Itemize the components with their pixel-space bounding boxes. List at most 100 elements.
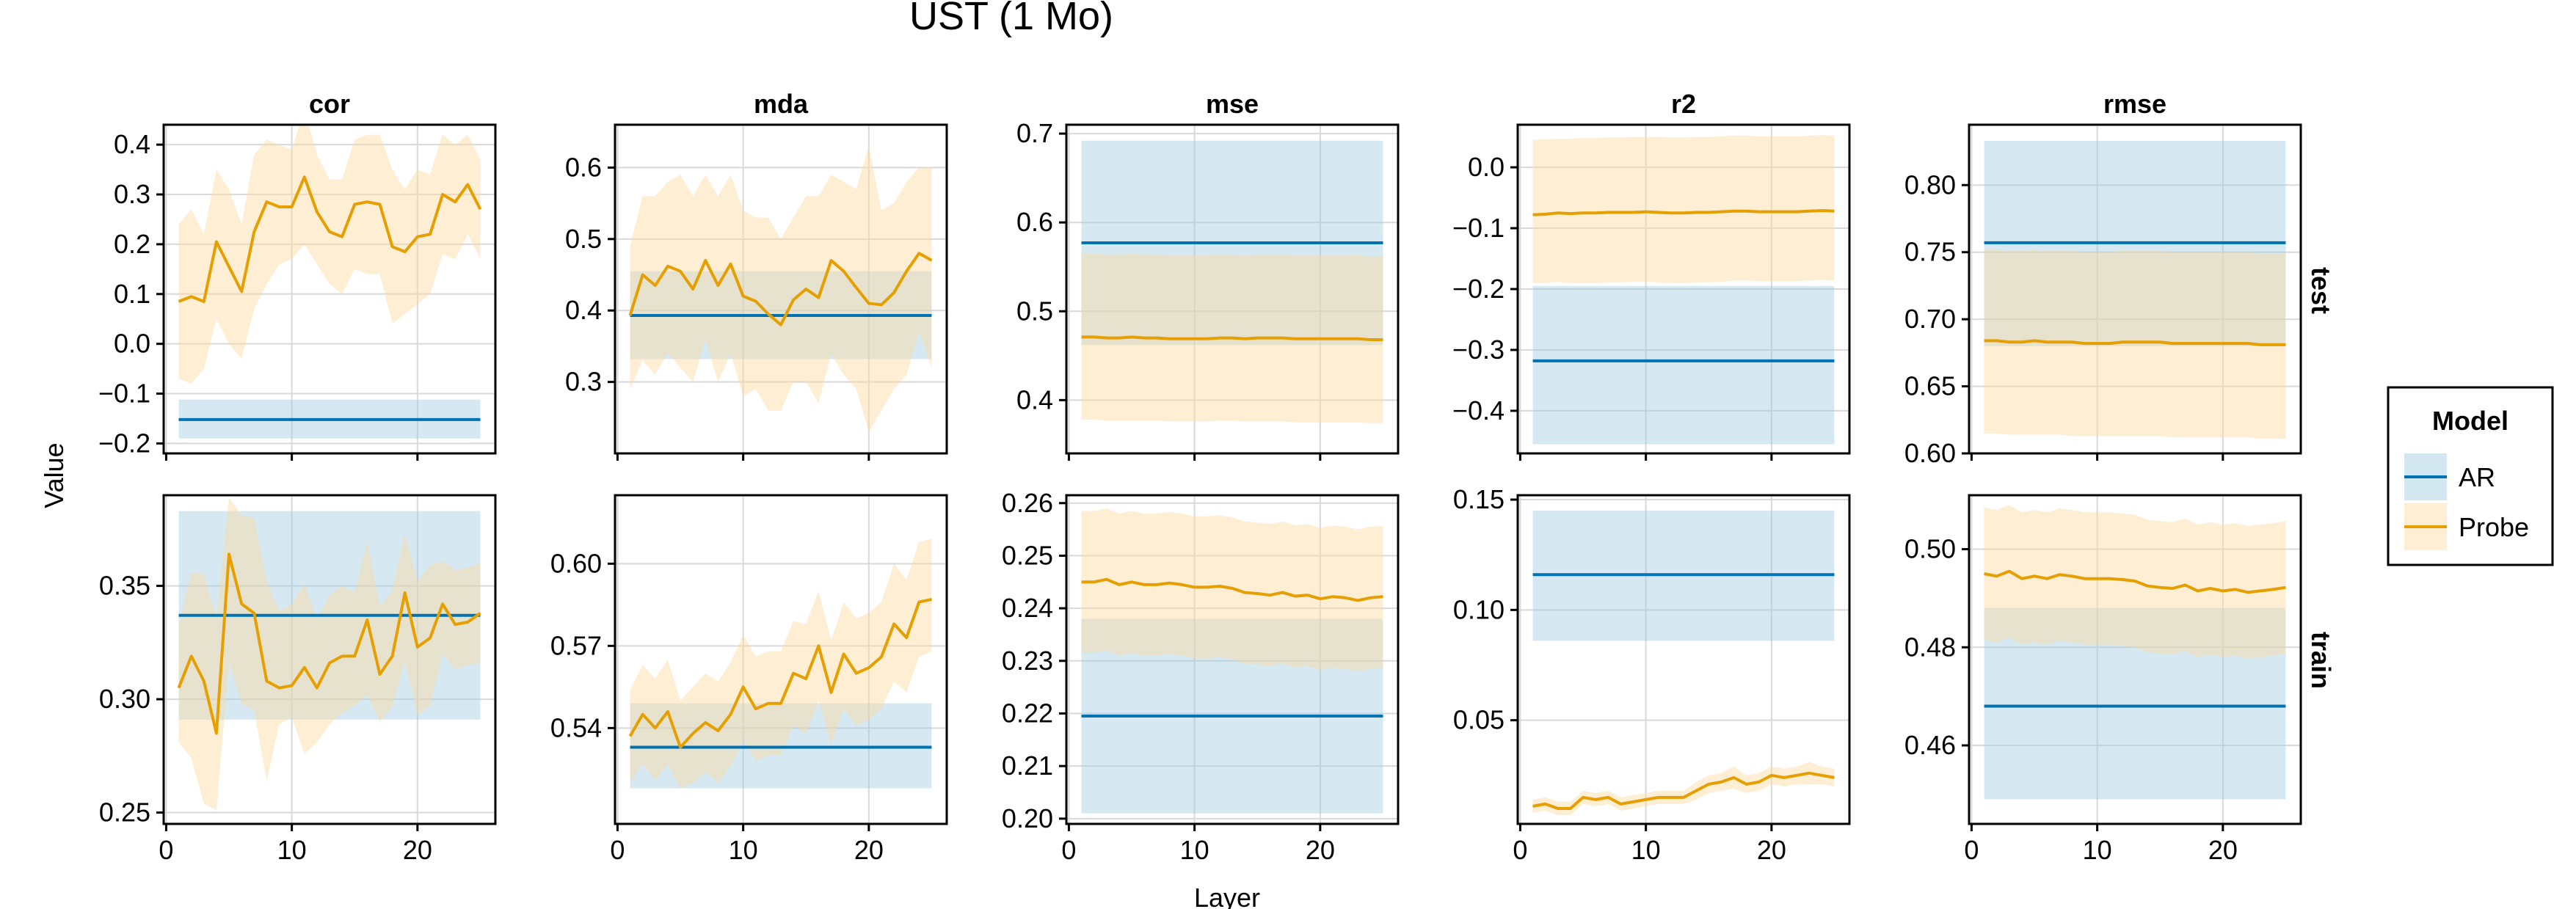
- panel-frame-cor-train: [162, 494, 497, 825]
- x-tick-label-r2-train: 10: [1631, 835, 1661, 865]
- x-tick-label-mse-train: 0: [1061, 835, 1076, 865]
- x-tick-label-r2-train: 0: [1513, 835, 1527, 865]
- y-tick-label-cor-train: 0.30: [99, 684, 150, 714]
- panels-group: cor 0.4 0.3 0.2 0.1 0.0 −0.1 −0.2 mda 0.6 0.5 0.4 0.…: [98, 89, 2302, 865]
- chart-title: UST (1 Mo): [909, 0, 1113, 38]
- panel-cor-test: cor 0.4 0.3 0.2 0.1 0.0 −0.1 −0.2: [98, 89, 497, 461]
- probe-band-cor-train: [178, 497, 481, 811]
- x-tick-label-mda-train: 0: [610, 835, 625, 865]
- row-label-test: test: [2306, 267, 2336, 314]
- panel-rmse-test: rmse 0.80 0.75 0.70 0.65 0.60: [1904, 89, 2302, 468]
- panel-frame-mda-train: [614, 494, 948, 825]
- x-tick-label-mse-train: 20: [1306, 835, 1335, 865]
- y-axis-label: Value: [39, 442, 69, 508]
- y-tick-label-mse-test: 0.7: [1016, 118, 1053, 148]
- panel-cor-train: 0.35 0.30 0.25 0 10 20: [99, 494, 497, 865]
- panel-r2-test: r2 0.0 −0.1 −0.2 −0.3 −0.4: [1452, 89, 1851, 461]
- x-tick-label-rmse-train: 20: [2208, 835, 2238, 865]
- y-tick-label-mda-train: 0.60: [550, 548, 602, 578]
- probe-line-rmse-train: [1984, 569, 2286, 594]
- y-tick-label-cor-train: 0.25: [99, 797, 150, 828]
- probe-line-mse-train: [1081, 577, 1383, 602]
- probe-band-mda-train: [630, 539, 932, 789]
- y-tick-label-rmse-test: 0.80: [1904, 169, 1956, 200]
- y-tick-label-mse-train: 0.23: [1002, 646, 1053, 676]
- y-tick-label-rmse-test: 0.65: [1904, 371, 1956, 401]
- y-tick-label-mda-test: 0.4: [565, 295, 602, 325]
- panel-r2-train: 0.15 0.10 0.05 0 10 20: [1453, 484, 1851, 865]
- y-tick-label-mda-test: 0.6: [565, 152, 602, 182]
- legend: Model AR Probe: [2387, 386, 2554, 566]
- probe-line-mse-test: [1081, 335, 1383, 341]
- probe-band-cor-test: [178, 125, 481, 384]
- x-axis-label: Layer: [1194, 883, 1260, 909]
- plot-area-r2-test: [1532, 135, 1835, 445]
- plot-area-mse-test: [1081, 140, 1383, 423]
- probe-line-rmse-test: [1984, 339, 2286, 346]
- y-tick-label-rmse-train: 0.50: [1904, 534, 1956, 564]
- y-tick-label-mse-test: 0.6: [1016, 207, 1053, 237]
- y-tick-label-r2-test: 0.0: [1468, 152, 1505, 182]
- y-tick-label-mse-train: 0.24: [1002, 593, 1053, 623]
- column-header-mda: mda: [754, 89, 809, 119]
- x-tick-label-mse-train: 10: [1180, 835, 1209, 865]
- y-tick-label-mda-test: 0.3: [565, 367, 602, 397]
- x-tick-label-mda-train: 10: [729, 835, 758, 865]
- panel-frame-mse-train: [1065, 494, 1400, 825]
- column-header-mse: mse: [1206, 89, 1259, 119]
- y-tick-label-mda-train: 0.57: [550, 630, 602, 660]
- probe-band-r2-train: [1532, 762, 1835, 815]
- panel-frame-rmse-test: [1968, 123, 2302, 455]
- y-tick-label-cor-test: 0.4: [114, 129, 150, 159]
- y-tick-label-r2-train: 0.05: [1453, 705, 1505, 735]
- y-tick-label-mse-train: 0.21: [1002, 751, 1053, 781]
- y-tick-label-mse-test: 0.4: [1016, 384, 1053, 415]
- y-tick-label-mda-train: 0.54: [550, 712, 602, 742]
- plot-area-mda-test: [628, 146, 933, 432]
- plot-area-mda-train: [628, 539, 932, 789]
- y-tick-label-r2-test: −0.3: [1452, 335, 1505, 365]
- legend-title: Model: [2432, 406, 2508, 436]
- plot-area-rmse-test: [1984, 140, 2286, 439]
- y-tick-label-r2-train: 0.10: [1453, 594, 1505, 624]
- panel-mda-train: 0.60 0.57 0.54 0 10 20: [550, 494, 948, 865]
- y-tick-label-cor-test: −0.2: [98, 428, 150, 458]
- plot-area-r2-train: [1532, 511, 1835, 815]
- y-tick-label-rmse-train: 0.48: [1904, 632, 1956, 662]
- panel-frame-mse-test: [1065, 123, 1400, 455]
- panel-frame-mda-test: [614, 123, 948, 455]
- plot-area-cor-test: [178, 125, 482, 439]
- x-tick-label-rmse-train: 0: [1964, 835, 1979, 865]
- y-tick-label-cor-train: 0.35: [99, 571, 150, 601]
- x-tick-label-cor-train: 0: [159, 835, 173, 865]
- y-tick-label-rmse-test: 0.60: [1904, 438, 1956, 468]
- x-tick-label-cor-train: 20: [403, 835, 432, 865]
- probe-line-cor-test: [178, 175, 482, 303]
- y-tick-label-r2-test: −0.2: [1452, 274, 1505, 304]
- y-tick-label-rmse-test: 0.70: [1904, 304, 1956, 334]
- y-tick-label-cor-test: −0.1: [98, 379, 150, 409]
- legend-probe-label: Probe: [2459, 512, 2529, 542]
- y-tick-label-cor-test: 0.3: [114, 179, 150, 209]
- ar-band-r2-test: [1532, 285, 1835, 445]
- x-tick-label-cor-train: 10: [277, 835, 307, 865]
- probe-band-mda-test: [630, 146, 932, 432]
- probe-line-mda-test: [628, 252, 933, 326]
- column-header-cor: cor: [309, 89, 350, 119]
- y-tick-label-mse-train: 0.22: [1002, 698, 1053, 728]
- column-header-r2: r2: [1671, 89, 1696, 119]
- y-tick-label-mda-test: 0.5: [565, 224, 602, 254]
- x-tick-label-r2-train: 20: [1757, 835, 1786, 865]
- y-tick-label-mse-test: 0.5: [1016, 296, 1053, 326]
- ar-band-rmse-train: [1984, 607, 2286, 800]
- y-tick-label-rmse-train: 0.46: [1904, 730, 1956, 760]
- panel-frame-r2-train: [1516, 494, 1851, 825]
- y-tick-label-cor-test: 0.0: [114, 329, 150, 359]
- panel-rmse-train: 0.50 0.48 0.46 0 10 20: [1904, 494, 2302, 865]
- probe-line-r2-train: [1532, 771, 1835, 810]
- plot-area-rmse-train: [1984, 505, 2286, 800]
- legend-ar-label: AR: [2459, 462, 2495, 492]
- y-tick-label-r2-train: 0.15: [1453, 484, 1505, 514]
- panel-mse-test: mse 0.7 0.6 0.5 0.4: [1016, 89, 1400, 461]
